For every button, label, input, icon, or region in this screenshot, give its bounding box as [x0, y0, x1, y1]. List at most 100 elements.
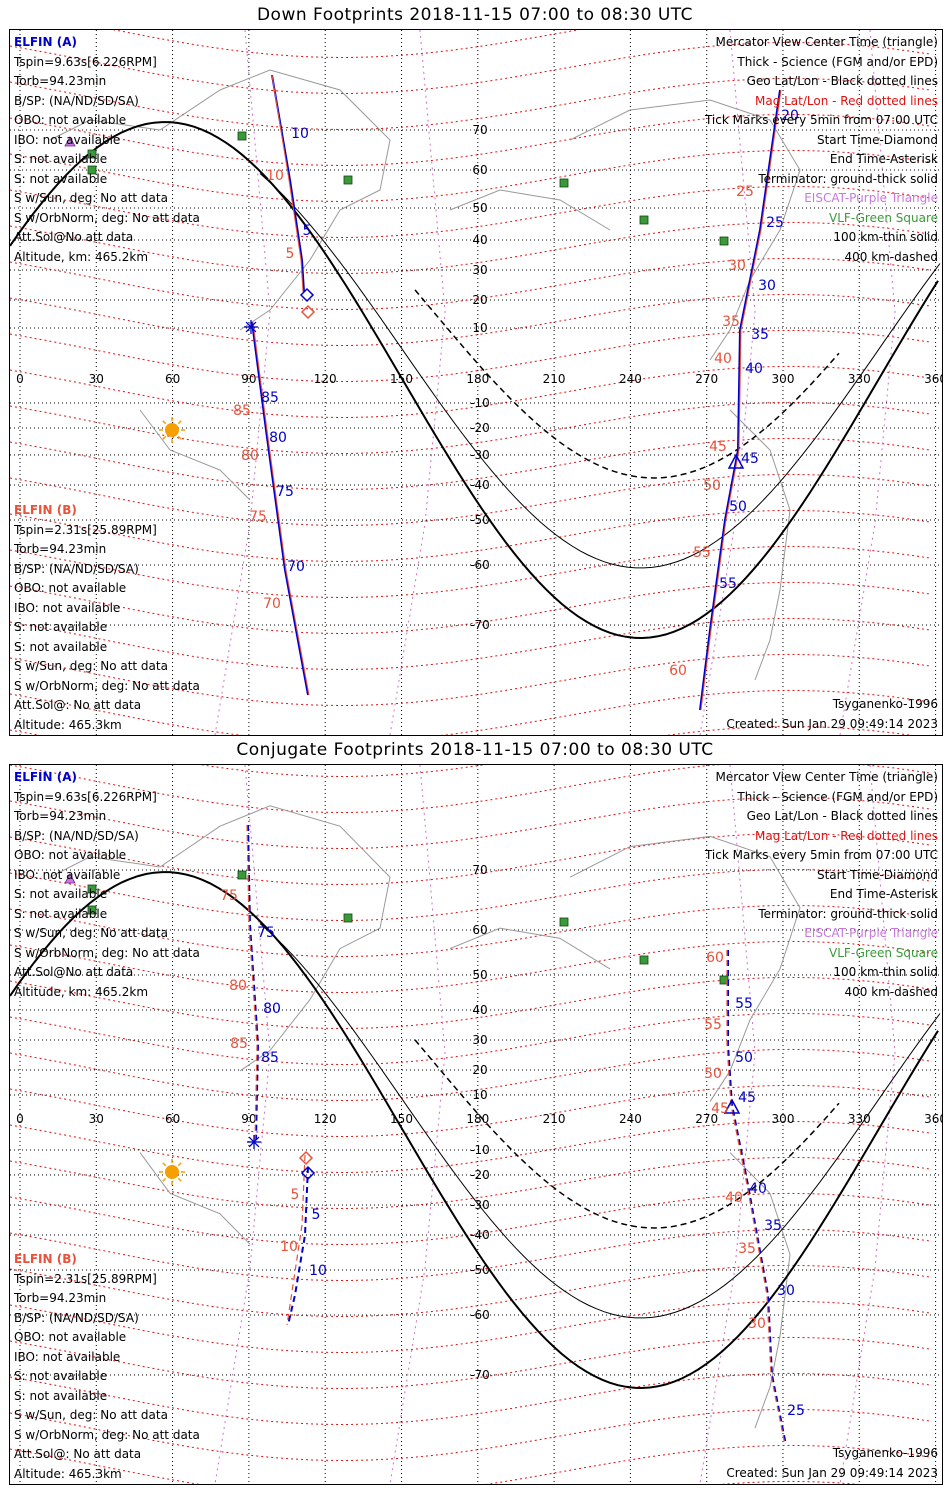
track-a-time-label: 50: [729, 499, 747, 515]
vlf-station: [87, 165, 97, 175]
info-line: Tspin=9.63s[6.226RPM]: [14, 54, 157, 69]
legend-line: EISCAT-Purple Triangle: [804, 191, 938, 205]
map-canvas: 0 30 60 90 120 150 180 210 240 270 300 330 360 70 60 50…: [10, 765, 942, 1484]
legend-line: Mag Lat/Lon - Red dotted lines: [754, 93, 938, 108]
mag-latitude-line: [10, 365, 931, 419]
info-line: B/SP: (NA/ND/SD/SA): [14, 1310, 139, 1325]
terminator-ground: [10, 121, 939, 640]
info-line: IBO: not available: [14, 600, 121, 615]
track-a-time-label: 75: [276, 484, 294, 500]
info-line: S w/Sun, deg: No att data: [14, 191, 168, 205]
track-a-time-label: 30: [777, 1283, 795, 1299]
info-line: Torb=94.23min: [14, 809, 107, 823]
lat-tick-label: 30: [472, 263, 487, 277]
track-a-time-label: 5: [312, 1207, 321, 1223]
info-line: OBO: not available: [14, 113, 127, 127]
lon-tick-label: 150: [390, 1112, 413, 1126]
legend-line: Terminator: ground-thick solid: [758, 171, 938, 186]
sun-ray: [177, 1177, 182, 1182]
elfin-b-info: ELFIN (B) Tspin=2.31s[25.89RPM] Torb=94.…: [14, 501, 200, 735]
lon-tick-label: 30: [89, 1112, 104, 1126]
vlf-station: [559, 917, 569, 927]
legend-line: End Time-Asterisk: [829, 152, 938, 166]
end-asterisk: [245, 321, 257, 333]
footer-right: Tsyganenko-1996 Created: Sun Jan 29 09:4…: [726, 695, 938, 734]
info-line: IBO: not available: [14, 867, 121, 882]
info-line: Att.Sol@No att data: [14, 230, 134, 244]
start-diamond: [300, 1165, 316, 1181]
lat-tick-label: 70: [472, 123, 487, 137]
panel-title-conjugate: Conjugate Footprints 2018-11-15 07:00 to…: [236, 740, 714, 760]
start-diamond: [298, 1150, 314, 1166]
legend-line: Geo Lat/Lon - Black dotted lines: [746, 74, 938, 88]
track-a-time-label: 10: [291, 126, 309, 142]
track-b-time-label: 35: [722, 314, 740, 330]
vlf-station: [87, 905, 97, 915]
mag-latitude-line: [10, 437, 931, 491]
end-asterisk: [248, 1136, 260, 1148]
info-line: S w/Sun, deg: No att data: [14, 659, 168, 673]
lat-tick-label: 30: [472, 1033, 487, 1047]
legend-line: Terminator: ground-thick solid: [758, 906, 938, 921]
sun-icon: [165, 423, 179, 437]
lat-tick-label: -10: [470, 1143, 490, 1157]
track-a-time-label: 5: [303, 223, 312, 239]
track-a-time-label: 80: [263, 1001, 281, 1017]
mag-meridian: [214, 765, 271, 1484]
elfin-b-track: [700, 89, 782, 711]
elfin-a-track: [251, 321, 309, 696]
terminator-100km: [259, 923, 941, 1319]
legend-line: 400 km-dashed: [844, 984, 938, 999]
legend-line: Thick - Science (FGM and/or EPD): [737, 54, 938, 69]
track-b-time-label: 80: [229, 978, 247, 994]
coastline: [729, 409, 791, 681]
elfin-b-info: ELFIN (B) Tspin=2.31s[25.89RPM] Torb=94.…: [14, 1250, 200, 1484]
mag-latitude-line: [10, 1264, 931, 1318]
mag-latitude-line: [10, 293, 931, 347]
lat-tick-label: -30: [470, 1198, 490, 1212]
track-a-time-label: 55: [719, 576, 737, 592]
info-line: B/SP: (NA/ND/SD/SA): [14, 561, 139, 576]
created-timestamp: Created: Sun Jan 29 09:49:14 2023: [726, 716, 938, 731]
lon-tick-label: 90: [241, 372, 256, 386]
sun-ray: [162, 420, 167, 425]
track-b-time-label: 5: [286, 246, 295, 262]
track-b-time-label: 55: [704, 1017, 722, 1033]
elfin-b-track: [726, 950, 786, 1446]
legend-line: Geo Lat/Lon - Black dotted lines: [746, 809, 938, 823]
legend-line: EISCAT-Purple Triangle: [804, 926, 938, 940]
lat-tick-label: 70: [472, 863, 487, 877]
info-line: Att.Sol@: No att data: [14, 1447, 142, 1461]
lon-tick-label: 60: [165, 1112, 180, 1126]
mag-latitude-line: [10, 1120, 931, 1174]
vlf-station: [87, 149, 97, 159]
mag-latitude-line: [10, 1408, 931, 1462]
mag-latitude-line: [10, 473, 931, 527]
legend-line: Mercator View Center Time (triangle): [715, 770, 938, 784]
lat-tick-label: 20: [472, 1063, 487, 1077]
info-line: S: not available: [14, 1369, 108, 1383]
sun-ray: [177, 1162, 182, 1167]
coastline: [139, 1152, 251, 1245]
sun-ray: [162, 1162, 167, 1167]
mag-latitude-line: [10, 329, 931, 383]
info-line: S w/Sun, deg: No att data: [14, 926, 168, 940]
info-line: Torb=94.23min: [14, 542, 107, 556]
lat-tick-label: 40: [472, 1003, 487, 1017]
lon-tick-label: 30: [89, 372, 104, 386]
track-a-time-label: 35: [764, 1218, 782, 1234]
mag-latitude-line: [10, 1300, 931, 1354]
track-a-time-label: 25: [766, 215, 784, 231]
lat-tick-label: 60: [472, 163, 487, 177]
elfin-b-track: [246, 824, 258, 1141]
mag-latitude-line: [10, 1444, 931, 1484]
lat-tick-label: -20: [470, 1168, 490, 1182]
info-line: IBO: not available: [14, 1349, 121, 1364]
legend-line: VLF-Green Square: [829, 210, 938, 225]
track-a-time-label: 45: [738, 1090, 756, 1106]
info-line: Att.Sol@: No att data: [14, 698, 142, 712]
info-line: S w/OrbNorm, deg: No att data: [14, 678, 200, 693]
track-a-time-label: 50: [735, 1050, 753, 1066]
mag-latitude-line: [10, 185, 931, 239]
info-line: Tspin=2.31s[25.89RPM]: [14, 1271, 157, 1286]
